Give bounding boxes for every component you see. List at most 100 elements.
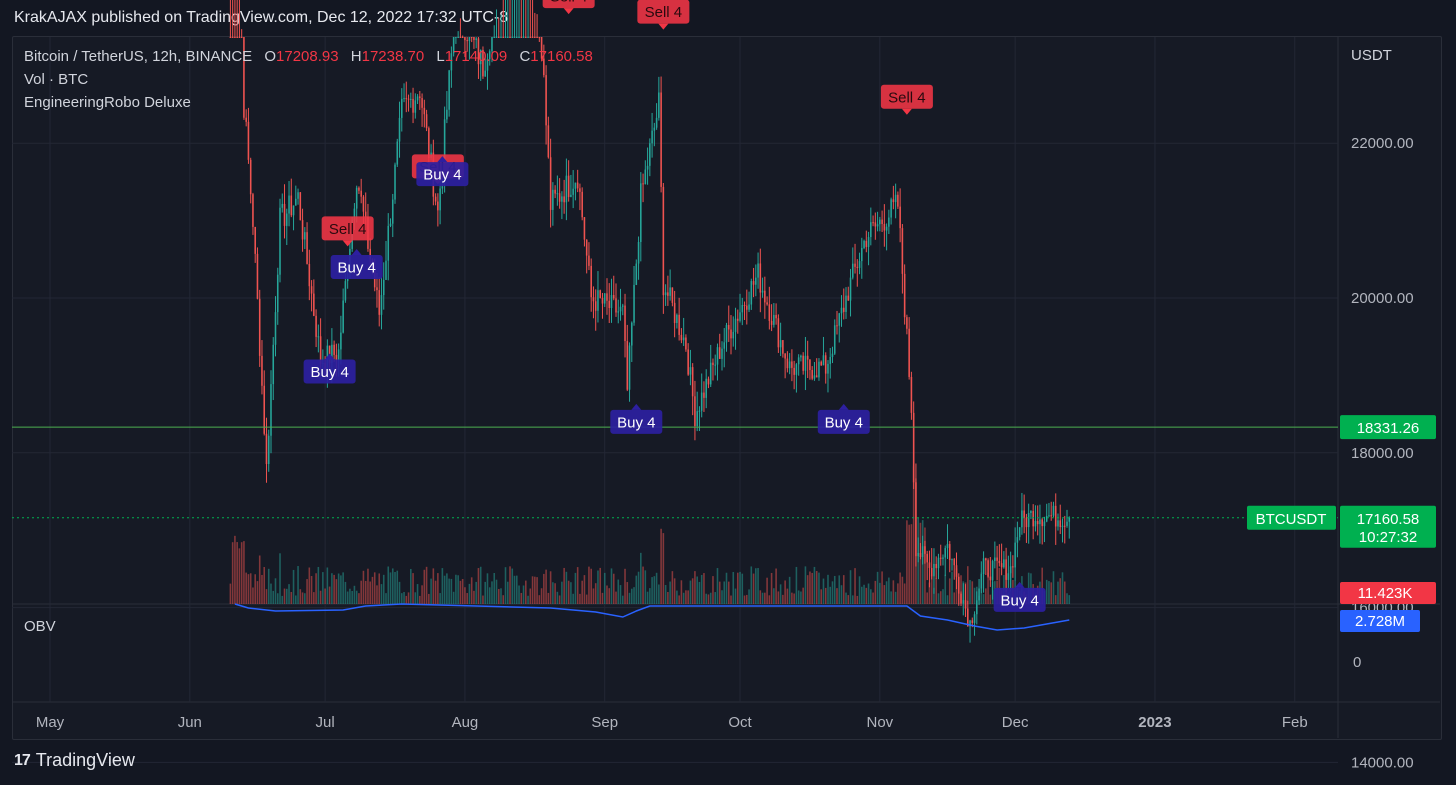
candle-body [709, 362, 712, 385]
candle-body [531, 37, 534, 38]
volume-bar [310, 576, 313, 604]
volume-bar [231, 542, 234, 604]
candle-body [768, 304, 771, 321]
candle-body [556, 193, 559, 195]
volume-bar [536, 577, 538, 604]
candle-body [470, 37, 473, 38]
volume-bar [513, 575, 516, 604]
candle-body [876, 224, 879, 227]
candle-body [964, 600, 967, 609]
volume-bar [824, 587, 827, 604]
volume-bar [558, 595, 561, 604]
open-label: O [264, 48, 277, 65]
volume-bar [355, 590, 358, 604]
volume-bar [346, 591, 349, 604]
footer: 17 TradingView [14, 750, 135, 771]
candle-body [829, 356, 832, 364]
volume-bar [840, 585, 843, 604]
candle-body [746, 305, 748, 310]
close-value: 17160.58 [530, 48, 593, 65]
volume-bar [461, 579, 464, 604]
volume-bar [281, 595, 284, 604]
volume-bar [888, 577, 890, 604]
candle-body [985, 558, 987, 561]
symbol-legend[interactable]: Bitcoin / TetherUS, 12h, BINANCE O17208.… [24, 48, 593, 65]
volume-bar [1054, 595, 1057, 604]
volume-bar [842, 575, 845, 604]
candle-body [396, 141, 399, 165]
candle-body [842, 307, 845, 312]
volume-bar [441, 568, 444, 604]
candle-body [552, 189, 554, 210]
volume-legend[interactable]: Vol · BTC [24, 71, 89, 88]
volume-bar [736, 572, 739, 604]
signal-pointer [563, 8, 574, 15]
candle-body [583, 217, 586, 240]
candle-body [536, 37, 538, 38]
candle-body [572, 188, 574, 195]
volume-bar [678, 595, 680, 604]
volume-bar [709, 592, 712, 604]
candle-body [755, 277, 757, 285]
volume-bar [741, 573, 744, 604]
obv-legend[interactable]: OBV [24, 618, 56, 635]
volume-bar [757, 567, 759, 604]
volume-bar [484, 581, 487, 604]
volume-bar [651, 577, 653, 604]
volume-bar [1061, 572, 1064, 604]
volume-bar [249, 573, 252, 604]
candle-body [231, 37, 234, 38]
volume-bar [867, 583, 870, 604]
volume-bar [673, 578, 676, 604]
chart-frame[interactable] [12, 36, 1442, 740]
candle-body [403, 98, 405, 100]
volume-bar [712, 576, 714, 604]
volume-bar [335, 579, 338, 604]
candle-body [362, 196, 365, 212]
volume-bar [603, 572, 606, 604]
volume-bar [985, 588, 987, 604]
candle-body [685, 337, 687, 350]
candle-body [948, 544, 951, 561]
candle-body [732, 331, 735, 339]
volume-bar [585, 594, 588, 604]
candle-body [951, 559, 953, 561]
candle-body [254, 226, 256, 254]
candle-body [1041, 519, 1043, 527]
indicator-legend[interactable]: EngineeringRobo Deluxe [24, 94, 191, 111]
candle-body [515, 37, 518, 38]
volume-bar [746, 594, 748, 604]
candle-body [570, 194, 572, 197]
volume-bar [784, 580, 786, 604]
candle-body [1007, 573, 1010, 580]
volume-bar [405, 595, 408, 604]
volume-bar [506, 581, 509, 604]
volume-bar [331, 573, 333, 604]
candle-body [475, 38, 477, 40]
volume-bar [872, 592, 874, 604]
volume-bar [412, 573, 414, 604]
volume-bar [367, 568, 369, 604]
candle-body [714, 364, 717, 366]
volume-bar [694, 571, 696, 604]
volume-bar [482, 595, 484, 604]
volume-bar [924, 527, 926, 604]
candle-body [833, 325, 836, 354]
candle-body [378, 290, 381, 315]
volume-bar [398, 581, 401, 604]
candle-body [263, 385, 266, 434]
volume-bar [486, 573, 489, 604]
volume-bar [470, 577, 473, 604]
candle-body [820, 361, 822, 366]
y-tick-label: 18000.00 [1351, 445, 1414, 462]
volume-bar [669, 581, 671, 604]
volume-bar [319, 590, 322, 604]
candle-body [870, 222, 872, 238]
x-tick-label: 2023 [1138, 714, 1171, 731]
close-label: C [519, 48, 531, 65]
candle-body [295, 198, 297, 206]
candle-body [594, 301, 597, 311]
volume-bar [635, 575, 638, 604]
volume-bar [583, 575, 586, 604]
